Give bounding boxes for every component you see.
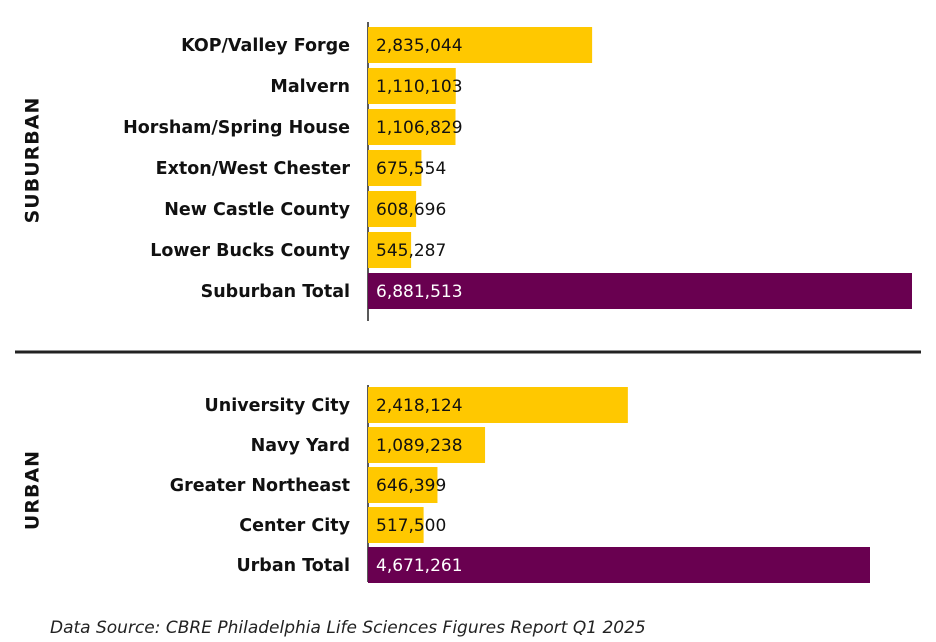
category-label: Lower Bucks County [150, 241, 350, 261]
category-label: Horsham/Spring House [123, 118, 350, 138]
bar [368, 273, 912, 309]
group-label: SUBURBAN [22, 97, 44, 224]
category-label: Exton/West Chester [156, 159, 351, 179]
category-label: University City [205, 396, 351, 416]
group-label: URBAN [22, 450, 44, 530]
bar [368, 191, 417, 227]
value-label: 1,110,103 [376, 77, 463, 97]
source-note: Data Source: CBRE Philadelphia Life Scie… [50, 618, 646, 638]
category-label: Malvern [270, 77, 350, 97]
bar [368, 547, 870, 583]
bar [368, 68, 456, 104]
value-label: 608,696 [376, 200, 446, 220]
bar [368, 427, 486, 463]
bar [368, 467, 438, 503]
value-label: 646,399 [376, 476, 446, 496]
bar [368, 232, 412, 268]
bar [368, 387, 628, 423]
value-label: 2,418,124 [376, 396, 463, 416]
value-label: 545,287 [376, 241, 446, 261]
value-label: 517,500 [376, 516, 446, 536]
value-label: 4,671,261 [376, 556, 463, 576]
value-label: 1,106,829 [376, 118, 463, 138]
value-label: 1,089,238 [376, 436, 463, 456]
bar [368, 27, 593, 63]
category-label: Center City [239, 516, 350, 536]
category-label: Greater Northeast [170, 476, 350, 496]
category-label: Urban Total [236, 556, 350, 576]
category-label: New Castle County [164, 200, 350, 220]
bar [368, 109, 456, 145]
value-label: 6,881,513 [376, 282, 463, 302]
category-label: KOP/Valley Forge [181, 36, 350, 56]
bar [368, 507, 424, 543]
value-label: 675,554 [376, 159, 446, 179]
value-label: 2,835,044 [376, 36, 463, 56]
category-label: Suburban Total [201, 282, 350, 302]
bar [368, 150, 422, 186]
category-label: Navy Yard [251, 436, 350, 456]
